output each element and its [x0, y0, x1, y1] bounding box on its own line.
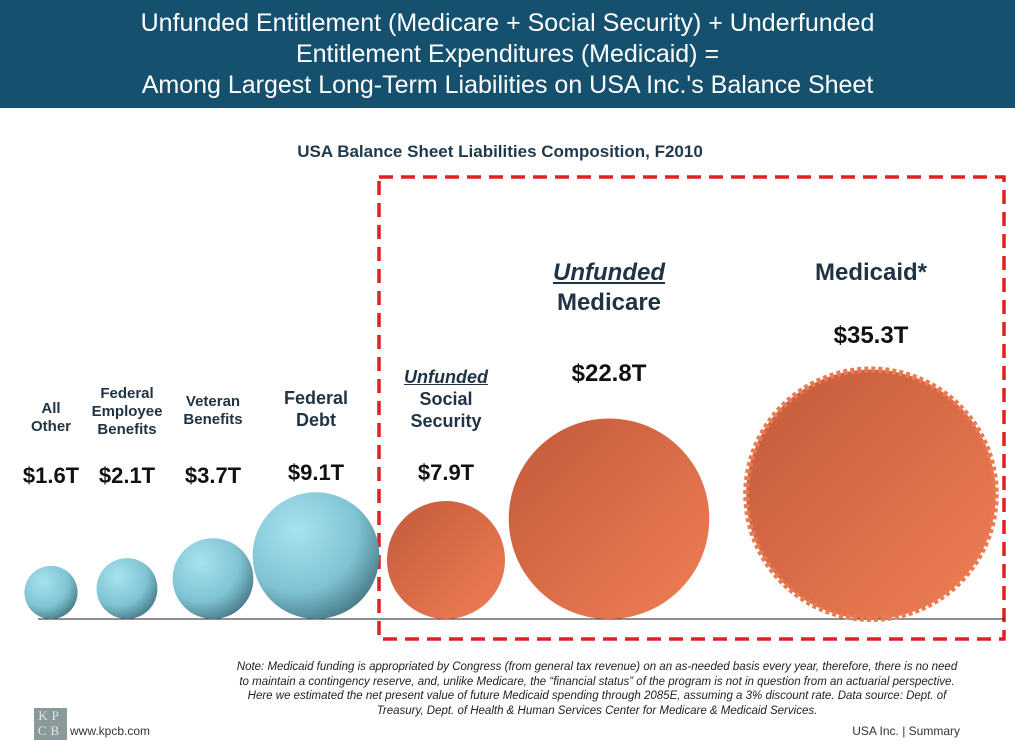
label-line: Unfunded [404, 367, 488, 387]
value-label: $3.7T [184, 463, 242, 488]
value-label: $2.1T [98, 463, 156, 488]
bubble-federal-debt [252, 492, 380, 619]
bubble-label: Unfunded Social Security [404, 366, 488, 432]
label-line: Federal [100, 385, 154, 402]
label-line: Debt [296, 410, 336, 430]
bubble-label: Veteran Benefits [183, 393, 242, 429]
label-line: Federal [283, 388, 349, 408]
bubble-label: All Other [31, 400, 71, 436]
label-line: Unfunded [553, 259, 665, 286]
slide-header: Unfunded Entitlement (Medicare + Social … [0, 0, 1015, 108]
bubble-veteran-benefits [172, 538, 254, 620]
bubble-label: Federal Debt [284, 387, 348, 431]
label-line: Medicare [556, 289, 662, 316]
bubble-federal-employee-benefits [96, 558, 158, 619]
bubble-label: Unfunded Medicare [553, 258, 665, 318]
value-label: $9.1T [287, 460, 345, 485]
kpcb-logo: KP CB [34, 708, 67, 740]
bubble-all-other [24, 565, 78, 620]
header-line: Among Largest Long-Term Liabilities on U… [141, 71, 874, 99]
label-line: Social [419, 389, 473, 409]
chart-title: USA Balance Sheet Liabilities Compositio… [297, 142, 703, 161]
bubble-label: Medicaid* [815, 258, 927, 288]
label-line: Benefits [183, 411, 243, 428]
value-label: $1.6T [22, 463, 80, 488]
header-line: Entitlement Expenditures (Medicaid) = [295, 40, 720, 68]
label-line: Medicaid* [814, 259, 928, 286]
bubble-label: Federal Employee Benefits [92, 385, 163, 439]
bubble-unfunded-medicare [508, 418, 710, 619]
value-label: $22.8T [571, 360, 647, 387]
highlight-box [377, 175, 1006, 641]
label-line: Employee [91, 403, 163, 420]
value-label: $35.3T [833, 322, 909, 349]
label-line: Security [410, 411, 482, 431]
label-line: All [41, 400, 61, 417]
label-line: Other [30, 418, 72, 435]
bubble-medicaid- [743, 366, 999, 623]
value-label: $7.9T [417, 460, 475, 485]
header-line: Unfunded Entitlement (Medicare + Social … [140, 9, 875, 37]
label-line: Veteran [185, 393, 241, 410]
website-link[interactable]: www.kpcb.com [70, 724, 151, 738]
footer-section: USA Inc. | Summary [852, 724, 960, 738]
footnote: Note: Medicaid funding is appropriated b… [236, 661, 958, 717]
bubble-unfunded-social-security [386, 500, 506, 619]
label-line: Benefits [97, 421, 157, 438]
